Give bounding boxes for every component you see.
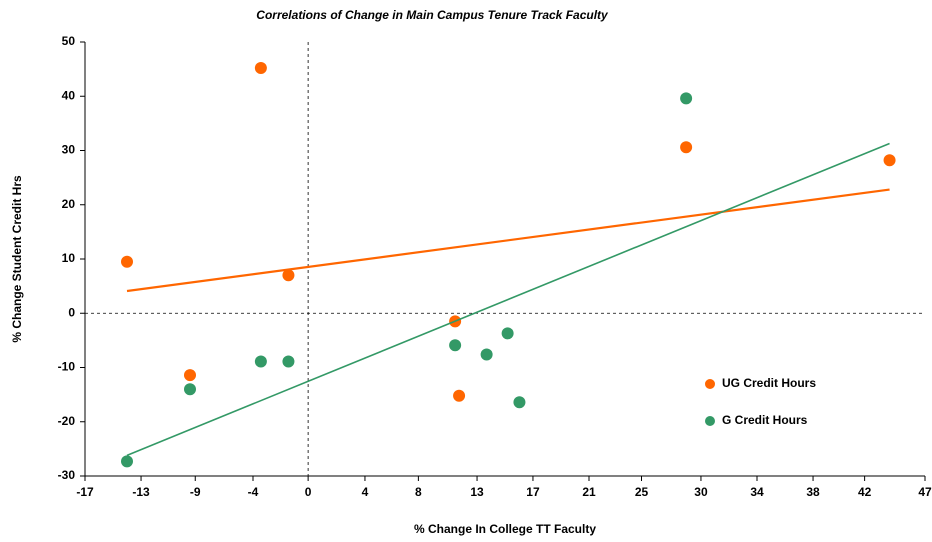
y-tick-label: 30 (62, 143, 76, 157)
x-axis-label: % Change In College TT Faculty (414, 522, 596, 536)
y-tick-label: -30 (58, 468, 76, 482)
point (480, 348, 493, 361)
legend-label: UG Credit Hours (722, 376, 816, 390)
x-tick-label: -4 (248, 485, 259, 499)
point (254, 62, 267, 75)
y-tick-label: 0 (68, 305, 75, 319)
point (121, 455, 133, 468)
legend-marker (705, 379, 715, 389)
y-tick-label: 10 (62, 251, 76, 265)
x-tick-label: 0 (305, 485, 312, 499)
y-axis-label: % Change Student Credit Hrs (10, 175, 24, 343)
point (883, 154, 896, 167)
point (680, 141, 693, 154)
point (184, 369, 196, 382)
y-tick-label: 40 (62, 88, 76, 102)
x-tick-label: 17 (526, 485, 540, 499)
x-tick-label: -17 (76, 485, 94, 499)
point (501, 327, 514, 340)
y-tick-label: 50 (62, 34, 76, 48)
x-tick-label: 47 (918, 485, 932, 499)
point (282, 269, 295, 282)
x-tick-label: 38 (806, 485, 820, 499)
x-tick-label: 8 (415, 485, 422, 499)
x-tick-label: 34 (750, 485, 764, 499)
point (449, 339, 462, 352)
chart-title: Correlations of Change in Main Campus Te… (256, 8, 609, 22)
x-tick-label: 25 (635, 485, 649, 499)
x-tick-label: -13 (132, 485, 150, 499)
x-tick-label: -9 (190, 485, 201, 499)
y-tick-label: -10 (58, 360, 76, 374)
point (254, 355, 267, 368)
x-tick-label: 30 (694, 485, 708, 499)
point (121, 255, 133, 268)
point (513, 396, 526, 409)
point (453, 389, 466, 402)
point (184, 383, 196, 396)
legend-label: G Credit Hours (722, 413, 808, 427)
x-tick-label: 13 (470, 485, 484, 499)
x-tick-label: 4 (362, 485, 369, 499)
x-tick-label: 21 (582, 485, 596, 499)
y-tick-label: 20 (62, 197, 76, 211)
point (282, 355, 295, 368)
trend-line (126, 188, 890, 293)
x-tick-label: 42 (858, 485, 872, 499)
point (680, 92, 693, 105)
trend-line (126, 142, 890, 457)
legend-marker (705, 416, 715, 426)
y-tick-label: -20 (58, 414, 76, 428)
